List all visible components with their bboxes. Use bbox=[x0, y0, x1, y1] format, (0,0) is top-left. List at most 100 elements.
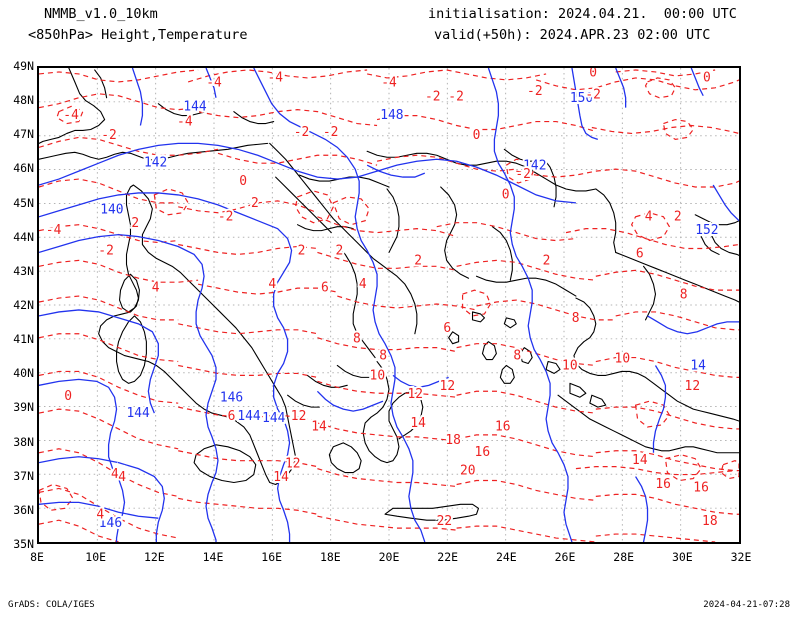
temperature-contour-label: 12 bbox=[407, 387, 423, 402]
contour-label-halo: 144 bbox=[183, 99, 207, 114]
height-contour-label: 148 bbox=[380, 108, 403, 123]
contour-label-halo: 10 bbox=[370, 369, 386, 384]
contour-label-halo: 18 bbox=[445, 433, 461, 448]
contour-label-halo: 146 bbox=[99, 516, 122, 531]
temperature-contour-label: -2 bbox=[101, 128, 117, 143]
temperature-contour-label: 8 bbox=[379, 348, 387, 363]
contour-label-halo: -4 bbox=[206, 76, 222, 91]
temperature-contour-label: 0 bbox=[703, 71, 711, 86]
level-field-label: <850hPa> Height,Temperature bbox=[28, 27, 248, 43]
contour-label-halo: -2 bbox=[218, 209, 234, 224]
contour-label-halo: -4 bbox=[63, 108, 79, 123]
contour-label-halo: 2 bbox=[131, 216, 139, 231]
latitude-tick-42N: 42N bbox=[13, 298, 34, 312]
contour-label-halo: 152 bbox=[695, 223, 718, 238]
contour-label-halo: 20 bbox=[460, 463, 476, 478]
contour-label-halo: -2 bbox=[323, 125, 339, 140]
contour-label-halo: -2 bbox=[515, 167, 531, 182]
longitude-tick-16E: 16E bbox=[261, 550, 283, 564]
temperature-contour-label: 16 bbox=[693, 480, 709, 495]
contour-label-halo: 2 bbox=[251, 196, 259, 211]
longitude-tick-18E: 18E bbox=[319, 550, 341, 564]
contour-label-halo: -2 bbox=[98, 243, 114, 258]
map-plot-area: 144 144 142 142 140 140 142 142 148 148 150 150 152 1… bbox=[37, 66, 741, 544]
temperature-contour-label: -2 bbox=[515, 167, 531, 182]
height-contour-label: 146 bbox=[99, 516, 122, 531]
contour-label-halo: -2 bbox=[527, 84, 543, 99]
temperature-contour-label: 0 bbox=[502, 187, 510, 202]
temperature-contour-label: -4 bbox=[46, 223, 62, 238]
contour-label-halo: 12 bbox=[685, 379, 701, 394]
temperature-contour-label: -2 bbox=[585, 88, 601, 103]
contour-label-halo: 8 bbox=[379, 348, 387, 363]
longitude-tick-20E: 20E bbox=[378, 550, 400, 564]
contour-label-halo: 0 bbox=[64, 389, 72, 404]
contour-label-halo: 2 bbox=[674, 209, 682, 224]
height-contour-label: 144 bbox=[183, 99, 207, 114]
temperature-contour-label: 4 bbox=[111, 467, 119, 482]
contour-label-halo: 144 bbox=[237, 409, 261, 424]
contour-label-halo: -4 bbox=[381, 76, 397, 91]
contour-label-halo: 8 bbox=[353, 331, 361, 346]
latitude-tick-38N: 38N bbox=[13, 434, 34, 449]
contour-label-halo: 8 bbox=[680, 287, 688, 302]
latitude-tick-48N: 48N bbox=[13, 93, 34, 108]
temperature-contour-label: 4 bbox=[152, 281, 160, 296]
contour-label-halo: 0 bbox=[589, 68, 597, 81]
contour-label-halo: 16 bbox=[495, 419, 511, 434]
height-contour-label: 152 bbox=[695, 223, 718, 238]
temperature-contour-label: 14 bbox=[311, 419, 327, 434]
temperature-contour-label: 10 bbox=[615, 352, 631, 367]
temperature-contour-label: 4 bbox=[118, 470, 126, 485]
temperature-contour-label: 0 bbox=[473, 128, 481, 143]
temperature-contour-label: 4 bbox=[645, 209, 653, 224]
grads-credit-label: GrADS: COLA/IGES bbox=[8, 600, 95, 610]
temperature-contour-label: 16 bbox=[475, 445, 491, 460]
longitude-tick-30E: 30E bbox=[671, 550, 693, 564]
longitude-tick-10E: 10E bbox=[85, 550, 107, 564]
contour-label-halo: -2 bbox=[585, 88, 601, 103]
temperature-contour-label: 18 bbox=[702, 514, 718, 529]
contour-label-halo: 0 bbox=[473, 128, 481, 143]
temperature-contour-label: 22 bbox=[437, 514, 453, 529]
height-contour-label: 142 bbox=[144, 155, 167, 170]
contour-labels: 1441441421421401401421421481481501501521… bbox=[44, 68, 721, 533]
temperature-contour-label: 2 bbox=[336, 243, 344, 258]
longitude-tick-14E: 14E bbox=[202, 550, 224, 564]
contour-label-halo: 14 bbox=[632, 453, 648, 468]
latitude-tick-39N: 39N bbox=[13, 400, 34, 415]
contour-label-halo: 12 bbox=[407, 387, 423, 402]
contour-label-halo: 12 bbox=[440, 379, 456, 394]
contour-label-halo: 4 bbox=[268, 277, 276, 292]
temperature-contour-label: 18 bbox=[445, 433, 461, 448]
temperature-contour-label: 4 bbox=[268, 277, 276, 292]
temperature-contour-label: -2 bbox=[294, 125, 310, 140]
temperature-contour-label: 12 bbox=[291, 409, 307, 424]
contour-label-halo: 4 bbox=[118, 470, 126, 485]
contour-label-halo: 2 bbox=[543, 253, 551, 268]
temperature-contour-label: 4 bbox=[359, 277, 367, 292]
temperature-contour-label: 6 bbox=[636, 247, 644, 262]
height-contours bbox=[39, 68, 739, 542]
contour-label-halo: 16 bbox=[475, 445, 491, 460]
contour-label-halo: 8 bbox=[572, 311, 580, 326]
contour-label-halo: -4 bbox=[46, 223, 62, 238]
contour-label-halo: 6 bbox=[321, 281, 329, 296]
temperature-contour-label: 8 bbox=[513, 348, 521, 363]
latitude-tick-46N: 46N bbox=[13, 161, 34, 176]
longitude-tick-28E: 28E bbox=[613, 550, 635, 564]
height-contour-label: 144 bbox=[262, 411, 286, 426]
contour-label-halo: 4 bbox=[359, 277, 367, 292]
contour-label-halo: 12 bbox=[291, 409, 307, 424]
contour-label-halo: 10 bbox=[562, 358, 578, 373]
contour-label-halo: 148 bbox=[380, 108, 403, 123]
temperature-contour-label: 14 bbox=[273, 470, 289, 485]
contour-label-halo: 22 bbox=[437, 514, 453, 529]
contour-label-halo: 4 bbox=[111, 467, 119, 482]
initialisation-time-label: initialisation: 2024.04.21. 00:00 UTC bbox=[428, 6, 737, 22]
height-contour-label: 144 bbox=[127, 406, 151, 421]
contour-label-halo: 16 bbox=[693, 480, 709, 495]
height-contour-label: 146 bbox=[220, 391, 243, 406]
contour-label-halo: -2 bbox=[101, 128, 117, 143]
temperature-contour-label: 10 bbox=[370, 369, 386, 384]
